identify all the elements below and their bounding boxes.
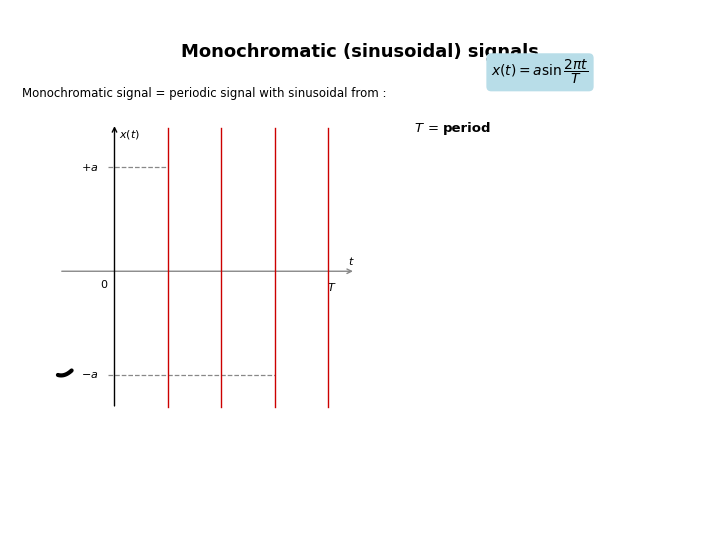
Text: Aristotle University of Thessaloniki – Department of Geodesy and Surveying: Aristotle University of Thessaloniki – D… — [9, 8, 405, 18]
Text: $T$: $T$ — [328, 281, 337, 293]
Text: $x(t) = a\sin\dfrac{2\pi t}{T}$: $x(t) = a\sin\dfrac{2\pi t}{T}$ — [491, 58, 589, 86]
Text: $x(t)$: $x(t)$ — [119, 127, 140, 140]
Text: 0: 0 — [100, 280, 107, 290]
Text: $T$: $T$ — [414, 122, 425, 135]
Text: $t$: $t$ — [348, 255, 355, 267]
Text: period: period — [443, 122, 491, 135]
Text: =: = — [428, 122, 444, 135]
Text: $+a$: $+a$ — [81, 161, 99, 173]
Text: Monochromatic (sinusoidal) signals: Monochromatic (sinusoidal) signals — [181, 43, 539, 61]
Text: Signals and Spectral Methods in Geoinformatics: Signals and Spectral Methods in Geoinfor… — [461, 522, 711, 532]
Text: $-a$: $-a$ — [81, 370, 99, 380]
Text: A. Dermanis: A. Dermanis — [9, 522, 73, 532]
Text: Monochromatic signal = periodic signal with sinusoidal from :: Monochromatic signal = periodic signal w… — [22, 87, 386, 100]
